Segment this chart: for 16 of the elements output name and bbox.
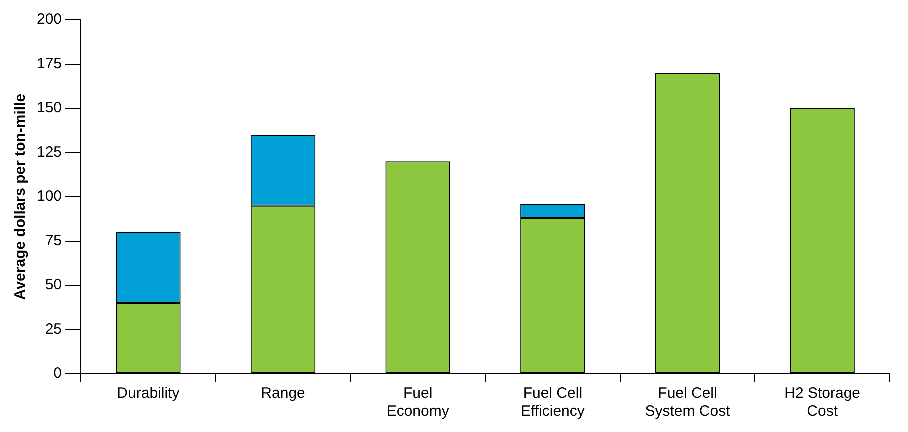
y-tick-label: 175	[36, 55, 62, 72]
x-tick-label: Fuel Economy	[386, 385, 450, 420]
x-tick-label: Durability	[117, 385, 180, 402]
y-tick-label: 0	[54, 365, 62, 382]
y-tick-label: 75	[45, 232, 62, 250]
y-tick-label: 25	[45, 320, 62, 338]
y-axis-title: Average dollars per ton-mille	[12, 94, 30, 300]
y-tick-label: 100	[36, 188, 62, 206]
x-tick-label: Range	[261, 385, 306, 402]
y-tick-label: 125	[36, 144, 62, 161]
x-tick-label: Fuel Cell System Cost	[645, 385, 732, 420]
y-tick-label: 50	[45, 276, 62, 294]
y-tick-label: 200	[36, 11, 62, 28]
x-tick-label: H2 Storage Cost	[784, 385, 861, 420]
y-tick-label: 150	[36, 100, 62, 117]
x-tick-label: Fuel Cell Efficiency	[520, 385, 586, 420]
